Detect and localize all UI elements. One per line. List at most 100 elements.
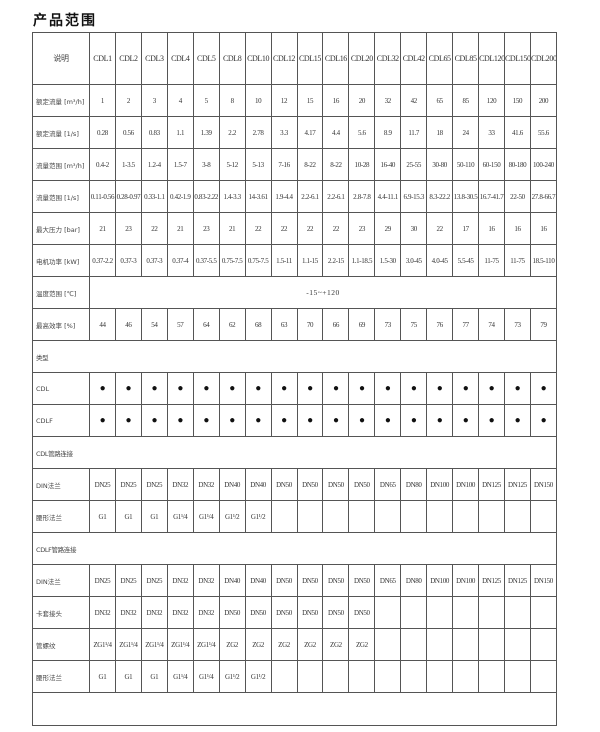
cell-value: DN50 <box>322 596 350 629</box>
model-header: CDL3 <box>140 32 168 85</box>
cell-value: 1.5-30 <box>374 244 402 277</box>
table-row: 管螺纹 ZG1¹/4 ZG1¹/4 ZG1¹/4 ZG1¹/4 ZG1¹/4 ZG2 ZG2 Z… <box>32 628 558 661</box>
cell-value: DN100 <box>452 468 480 501</box>
cell-value: 2 <box>114 84 142 117</box>
cell-value: 41.6 <box>504 116 531 149</box>
bullet-icon: ● <box>218 372 246 405</box>
cell-value: 22 <box>140 212 168 245</box>
cell-value: 0.37-3 <box>114 244 142 277</box>
table-row: CDLF ● ● ● ● ● ● ● ● ● ● ● ● ● ● ● ● ● ● <box>32 404 558 437</box>
bullet-icon: ● <box>478 372 505 405</box>
bullet-icon: ● <box>374 372 402 405</box>
cell-value: DN32 <box>166 564 194 597</box>
cell-value: 11.7 <box>400 116 428 149</box>
cell-value: 0.42-1.9 <box>166 180 194 213</box>
cell-value <box>270 660 298 693</box>
cell-value: 0.28 <box>89 116 116 149</box>
table-row: CDLF管路连接 <box>32 532 557 565</box>
cell-value: 1.1-18.5 <box>348 244 376 277</box>
cell-value: 1.9-4.4 <box>270 180 298 213</box>
header-row: 说明 CDL1 CDL2 CDL3 CDL4 CDL5 CDL8 CDL10 CDL12 CDL1… <box>32 32 558 85</box>
row-label: 最大压力 [bar] <box>32 212 90 245</box>
bullet-icon: ● <box>322 372 350 405</box>
cell-value: DN25 <box>114 468 142 501</box>
cell-value: 68 <box>244 308 272 341</box>
cell-value: 22 <box>244 212 272 245</box>
cell-value: 29 <box>374 212 402 245</box>
bullet-icon: ● <box>348 404 376 437</box>
cell-value: 0.75-7.5 <box>218 244 246 277</box>
cell-value: G1 <box>89 660 116 693</box>
cell-value: 100-240 <box>529 148 558 181</box>
cell-value: 30 <box>400 212 428 245</box>
table-row: 电机功率 [kW] 0.37-2.2 0.37-3 0.37-3 0.37-4 0.37-… <box>32 244 558 277</box>
cell-value: 16 <box>478 212 505 245</box>
cell-value: G1¹/4 <box>192 660 220 693</box>
cell-value: 0.37-2.2 <box>89 244 116 277</box>
cell-value <box>452 628 480 661</box>
merged-value: -15~+120 <box>89 276 557 309</box>
cell-value <box>529 500 558 533</box>
cell-value: DN50 <box>348 564 376 597</box>
cell-value: 1-3.5 <box>114 148 142 181</box>
bullet-icon: ● <box>400 372 428 405</box>
cell-value: DN50 <box>244 596 272 629</box>
cell-value: 55.6 <box>529 116 558 149</box>
cell-value: 69 <box>348 308 376 341</box>
cell-value: DN25 <box>140 468 168 501</box>
table-row: CDL ● ● ● ● ● ● ● ● ● ● ● ● ● ● ● ● ● ● <box>32 372 558 405</box>
cell-value: 0.33-1.1 <box>140 180 168 213</box>
cell-value: DN32 <box>114 596 142 629</box>
cell-value: DN25 <box>114 564 142 597</box>
cell-value: 2.2-6.1 <box>296 180 324 213</box>
model-header: CDL32 <box>374 32 402 85</box>
cell-value <box>504 500 531 533</box>
cell-value: 18 <box>426 116 454 149</box>
row-label: 腰形法兰 <box>32 500 90 533</box>
cell-value: 33 <box>478 116 505 149</box>
cell-value: G1¹/2 <box>218 660 246 693</box>
cell-value <box>504 628 531 661</box>
cell-value: G1 <box>140 500 168 533</box>
cell-value: 30-80 <box>426 148 454 181</box>
row-label: 管螺纹 <box>32 628 90 661</box>
table-row: DIN法兰 DN25 DN25 DN25 DN32 DN32 DN40 DN40 DN50 DN5… <box>32 468 558 501</box>
cell-value: DN32 <box>192 468 220 501</box>
bullet-icon: ● <box>504 372 531 405</box>
empty-row <box>32 692 557 726</box>
cell-value: 120 <box>478 84 505 117</box>
cell-value: 73 <box>504 308 531 341</box>
cell-value: 1.5-7 <box>166 148 194 181</box>
row-label: CDL <box>32 372 90 405</box>
cell-value: DN50 <box>218 596 246 629</box>
cell-value: DN125 <box>478 468 505 501</box>
cell-value: 57 <box>166 308 194 341</box>
cell-value: 4.4-11.1 <box>374 180 402 213</box>
model-header: CDL15 <box>296 32 324 85</box>
cell-value: DN65 <box>374 468 402 501</box>
cell-value: G1 <box>114 500 142 533</box>
cell-value: DN50 <box>270 564 298 597</box>
cell-value: DN32 <box>140 596 168 629</box>
cell-value: 21 <box>166 212 194 245</box>
bullet-icon: ● <box>478 404 505 437</box>
cell-value: 6.9-15.3 <box>400 180 428 213</box>
cell-value: 150 <box>504 84 531 117</box>
cell-value: 13.8-30.5 <box>452 180 480 213</box>
cell-value: 3.0-45 <box>400 244 428 277</box>
model-header: CDL10 <box>244 32 272 85</box>
cell-value <box>478 500 505 533</box>
cell-value: DN125 <box>478 564 505 597</box>
cell-value: 75 <box>400 308 428 341</box>
cell-value: G1¹/2 <box>244 660 272 693</box>
cell-value: ZG2 <box>322 628 350 661</box>
cell-value: 21 <box>89 212 116 245</box>
bullet-icon: ● <box>426 404 454 437</box>
cell-value: ZG1¹/4 <box>192 628 220 661</box>
row-label: DIN法兰 <box>32 564 90 597</box>
cell-value: 32 <box>374 84 402 117</box>
cell-value: 5-13 <box>244 148 272 181</box>
cell-value: 22-50 <box>504 180 531 213</box>
cell-value: 60-150 <box>478 148 505 181</box>
cell-value: DN50 <box>348 596 376 629</box>
